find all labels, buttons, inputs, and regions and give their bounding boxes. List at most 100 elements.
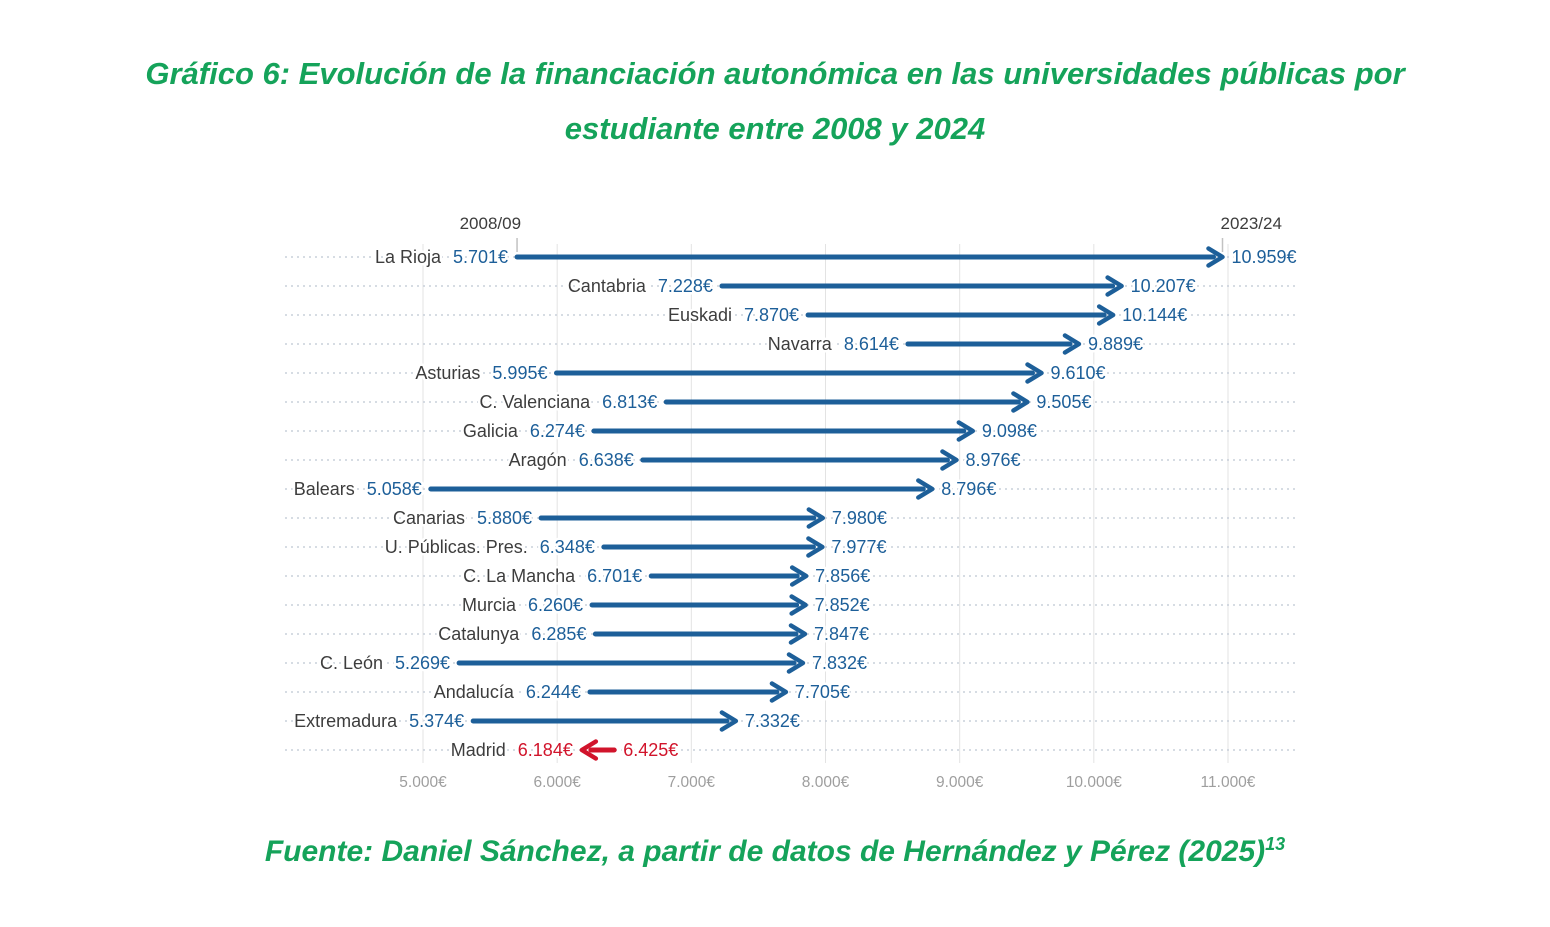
- region-label: U. Públicas. Pres.: [385, 537, 528, 557]
- chart-row: U. Públicas. Pres. 6.348€ 7.977€: [382, 535, 889, 560]
- start-value-label: 5.058€: [367, 479, 422, 499]
- row-left-label: La Rioja 5.701€: [375, 247, 508, 267]
- region-label: Extremadura: [294, 711, 398, 731]
- start-value-label: 8.614€: [844, 334, 899, 354]
- start-value-label: 6.260€: [528, 595, 583, 615]
- source-footnote-number: 13: [1265, 834, 1286, 854]
- row-left-label: Asturias 5.995€: [415, 363, 547, 383]
- axis-tick-label: 9.000€: [936, 774, 984, 791]
- row-left-label: Murcia 6.260€: [462, 595, 583, 615]
- arrow-head: [719, 710, 739, 732]
- region-label: Navarra: [768, 334, 833, 354]
- row-left-label: Aragón 6.638€: [509, 450, 634, 470]
- row-left-label: Andalucía 6.244€: [434, 682, 581, 702]
- start-value-label: 5.374€: [409, 711, 464, 731]
- start-value-label: 5.269€: [395, 653, 450, 673]
- end-value-label: 10.959€: [1231, 247, 1296, 267]
- end-value-label: 6.184€: [518, 740, 573, 760]
- end-value-label: 9.505€: [1036, 392, 1091, 412]
- end-value-label: 7.852€: [815, 595, 870, 615]
- source-text: Fuente: Daniel Sánchez, a partir de dato…: [264, 835, 1266, 868]
- region-label: Cantabria: [568, 276, 647, 296]
- end-value-label: 7.977€: [831, 537, 886, 557]
- chart-row: Navarra 8.614€ 9.889€: [765, 332, 1145, 357]
- row-left-label: Canarias 5.880€: [393, 508, 532, 528]
- region-label: Balears: [294, 479, 355, 499]
- row-left-label: Galicia 6.274€: [463, 421, 585, 441]
- end-value-label: 10.207€: [1131, 276, 1196, 296]
- chart-title-line-1: Gráfico 6: Evolución de la financiación …: [145, 56, 1405, 91]
- arrow-head: [1062, 333, 1082, 355]
- row-left-label: Balears 5.058€: [294, 479, 422, 499]
- end-value-label: 10.144€: [1122, 305, 1187, 325]
- region-label: C. Valenciana: [479, 392, 591, 412]
- arrow-head: [940, 449, 959, 471]
- arrow-head: [956, 420, 976, 442]
- arrow-head: [786, 652, 806, 674]
- start-value-label: 5.880€: [477, 508, 532, 528]
- start-value-label: 6.274€: [530, 421, 585, 441]
- end-value-label: 7.847€: [814, 624, 869, 644]
- start-value-label: 6.285€: [531, 624, 586, 644]
- row-left-label: Madrid 6.184€: [451, 740, 573, 760]
- end-value-label: 8.976€: [965, 450, 1020, 470]
- end-value-label: 7.832€: [812, 653, 867, 673]
- axis-tick-label: 11.000€: [1201, 774, 1256, 791]
- arrow-head: [806, 536, 825, 558]
- row-left-label: Euskadi 7.870€: [668, 305, 799, 325]
- arrow-head: [788, 623, 808, 645]
- chart-row: Cantabria 7.228€ 10.207€: [565, 274, 1198, 299]
- arrow-head: [806, 507, 826, 529]
- chart-row: Asturias 5.995€ 9.610€: [413, 361, 1108, 386]
- arrow-head: [789, 594, 808, 616]
- row-left-label: Catalunya 6.285€: [438, 624, 586, 644]
- chart-row: Murcia 6.260€ 7.852€: [459, 593, 872, 618]
- start-value-label: 6.348€: [540, 537, 595, 557]
- end-value-label: 7.980€: [832, 508, 887, 528]
- chart-row: Extremadura 5.374€ 7.332€: [292, 709, 803, 734]
- end-value-label: 7.332€: [745, 711, 800, 731]
- chart-row: Aragón 6.638€ 8.976€: [506, 448, 1023, 473]
- row-left-label: Navarra 8.614€: [768, 334, 899, 354]
- chart-row: Madrid 6.184€ 6.425€: [448, 738, 680, 763]
- region-label: La Rioja: [375, 247, 442, 267]
- source-caption: Fuente: Daniel Sánchez, a partir de dato…: [0, 824, 1550, 872]
- arrow-head: [769, 681, 789, 703]
- chart-title-line-2: estudiante entre 2008 y 2024: [564, 111, 986, 146]
- chart-row: Andalucía 6.244€ 7.705€: [431, 680, 852, 705]
- chart-row: C. La Mancha 6.701€ 7.856€: [461, 564, 873, 589]
- arrow-head: [789, 565, 809, 587]
- start-value-label: 6.701€: [587, 566, 642, 586]
- end-value-label: 8.796€: [941, 479, 996, 499]
- start-value-label: 6.425€: [623, 740, 678, 760]
- start-value-label: 5.995€: [492, 363, 547, 383]
- row-left-label: U. Públicas. Pres. 6.348€: [385, 537, 595, 557]
- region-label: Andalucía: [434, 682, 515, 702]
- row-left-label: Extremadura 5.374€: [294, 711, 464, 731]
- end-value-label: 9.610€: [1051, 363, 1106, 383]
- chart-row: Balears 5.058€ 8.796€: [291, 477, 999, 502]
- axis-tick-label: 8.000€: [802, 774, 850, 791]
- axis-tick-label: 7.000€: [668, 774, 716, 791]
- end-value-label: 7.705€: [795, 682, 850, 702]
- start-value-label: 6.638€: [579, 450, 634, 470]
- row-left-label: C. León 5.269€: [320, 653, 450, 673]
- region-label: Murcia: [462, 595, 517, 615]
- chart-row: C. Valenciana 6.813€ 9.505€: [477, 390, 1094, 415]
- axis-tick-label: 5.000€: [399, 774, 447, 791]
- end-value-label: 9.889€: [1088, 334, 1143, 354]
- start-value-label: 7.228€: [658, 276, 713, 296]
- axis-tick-label: 6.000€: [533, 774, 581, 791]
- chart-title: Gráfico 6: Evolución de la financiación …: [0, 46, 1550, 156]
- column-header-start: 2008/09: [460, 214, 521, 233]
- arrow-head: [1096, 304, 1116, 326]
- row-left-label: C. La Mancha 6.701€: [463, 566, 642, 586]
- column-header-end: 2023/24: [1220, 214, 1281, 233]
- start-value-label: 7.870€: [744, 305, 799, 325]
- region-label: Madrid: [451, 740, 506, 760]
- start-value-label: 6.244€: [526, 682, 581, 702]
- region-label: Asturias: [415, 363, 480, 383]
- start-value-label: 5.701€: [453, 247, 508, 267]
- chart-row: Euskadi 7.870€ 10.144€: [665, 303, 1189, 328]
